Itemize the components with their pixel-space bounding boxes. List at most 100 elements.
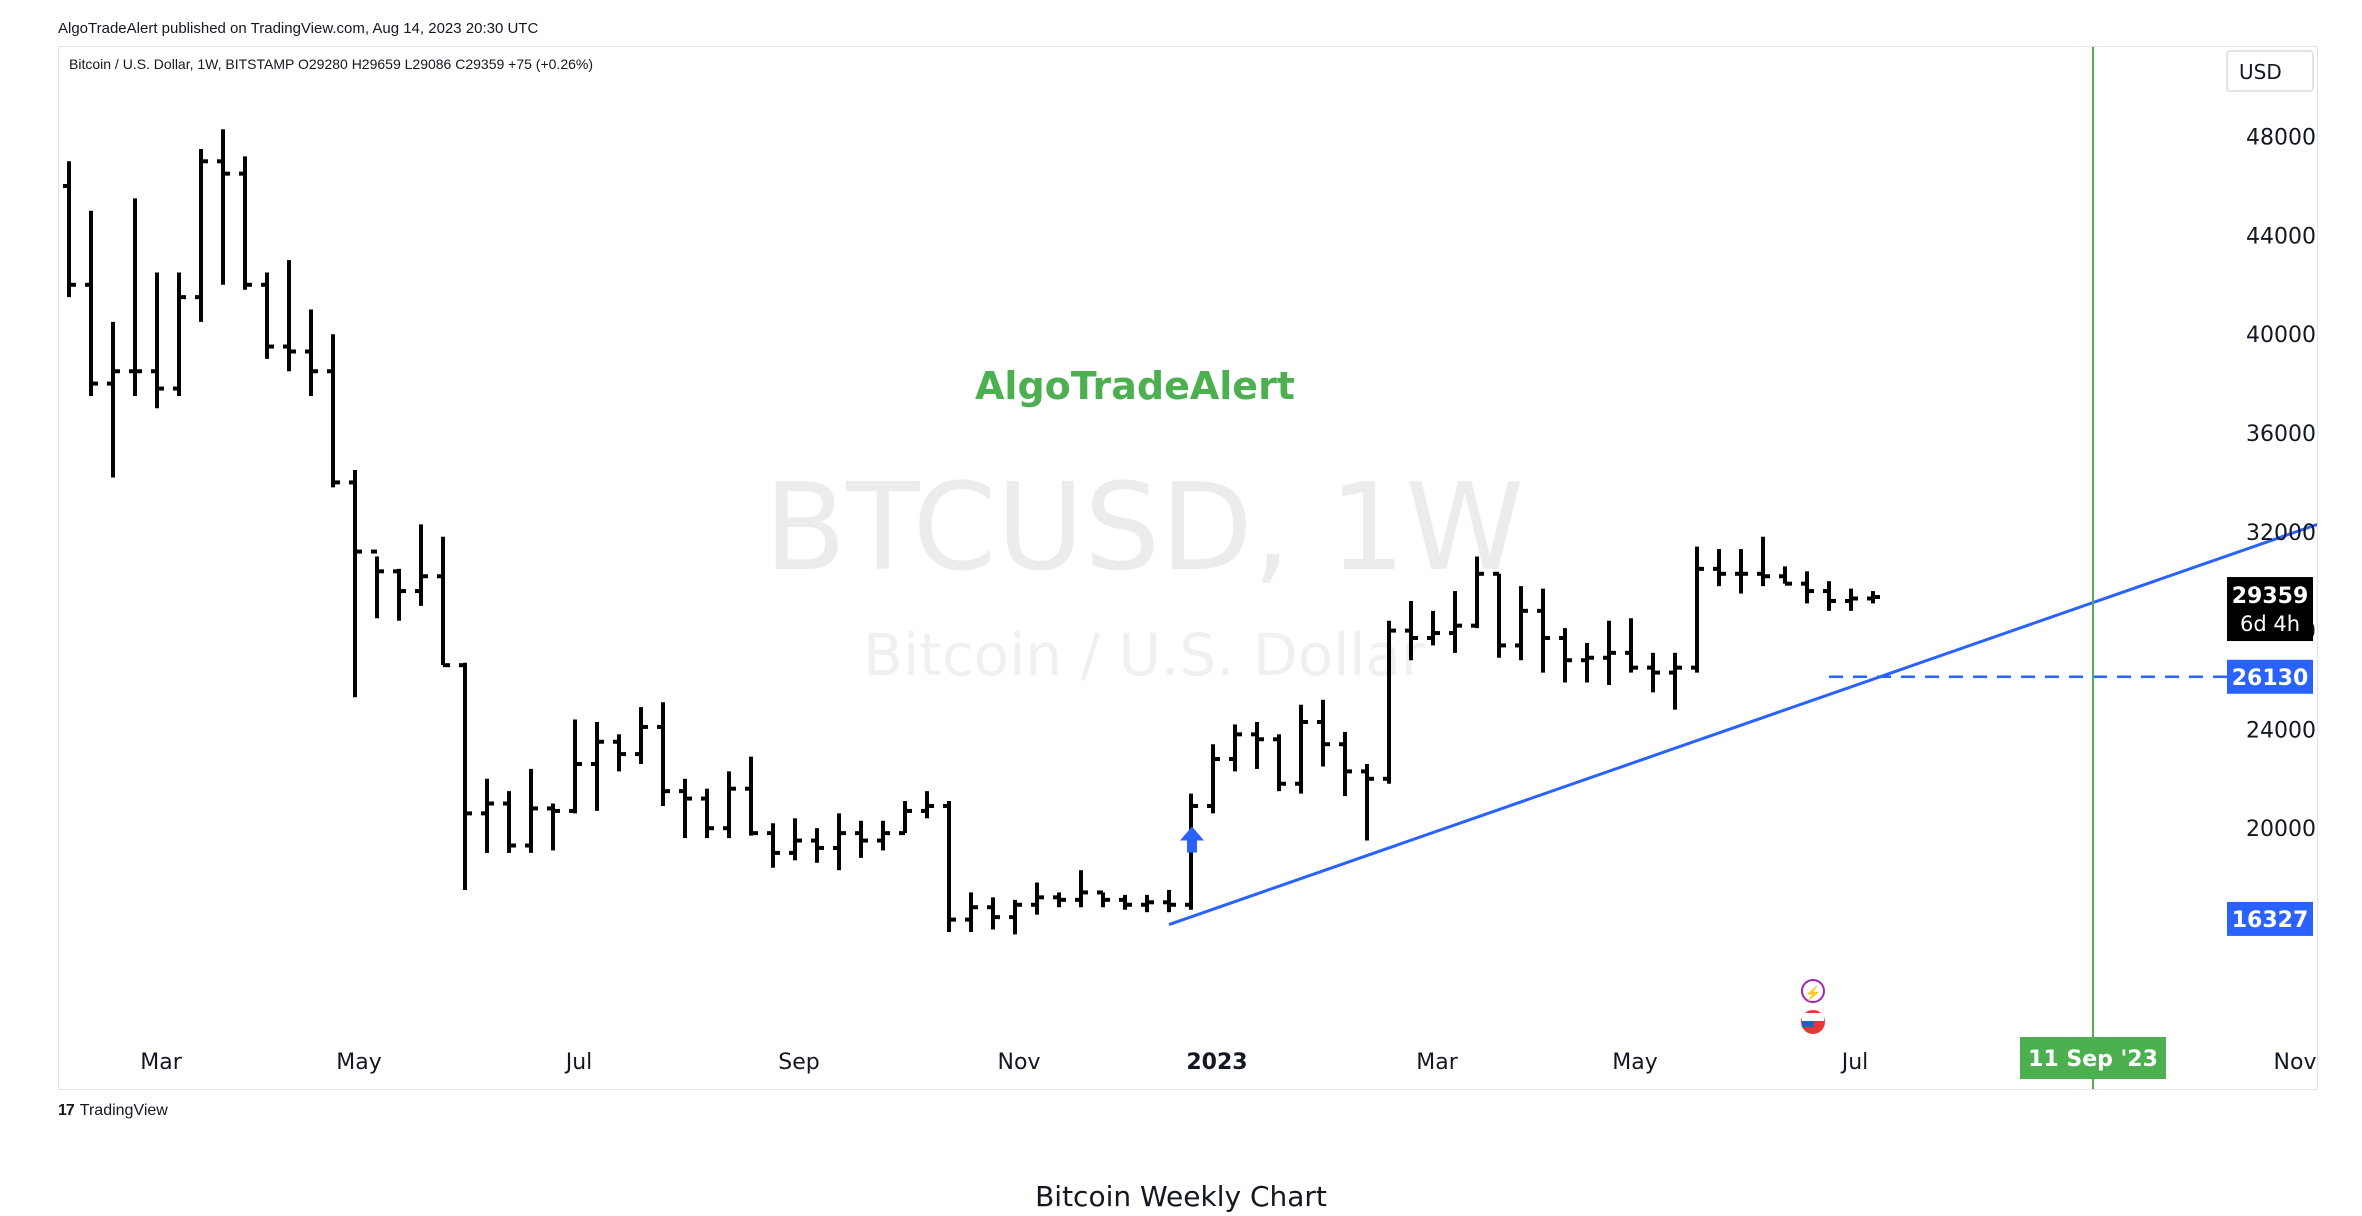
ohlc-bar	[635, 707, 648, 764]
ohlc-bar	[1603, 620, 1616, 685]
ohlc-bar	[1427, 610, 1440, 646]
time-tick-label: 2023	[1186, 1050, 1247, 1075]
ohlc-bar	[1713, 549, 1726, 587]
countdown-text: 6d 4h	[2240, 612, 2300, 636]
ohlc-bar	[833, 813, 846, 871]
ohlc-bar	[613, 734, 626, 772]
chart-area[interactable]: Bitcoin / U.S. Dollar, 1W, BITSTAMP O292…	[58, 46, 2318, 1090]
price-label	[2227, 659, 2313, 694]
ohlc-bar	[1273, 734, 1286, 792]
drawings	[1168, 47, 2317, 1089]
price-tick-label: 48000	[2246, 126, 2316, 151]
ohlc-bar	[1559, 628, 1572, 683]
ohlc-bar	[1339, 731, 1352, 797]
ohlc-bar	[1691, 546, 1704, 673]
ohlc-bar	[1163, 889, 1176, 913]
time-tick-label: Nov	[998, 1050, 1041, 1075]
ohlc-bar	[1361, 763, 1374, 841]
published-info: AlgoTradeAlert published on TradingView.…	[58, 20, 539, 37]
ohlc-bar	[393, 568, 406, 621]
time-tick-label: May	[336, 1050, 381, 1075]
event-icons[interactable]: ⚡	[1801, 979, 1825, 1034]
price-label-text: 26130	[2232, 666, 2309, 691]
ohlc-bar	[1867, 591, 1880, 604]
ohlc-bar	[723, 771, 736, 839]
ohlc-bar	[217, 129, 230, 285]
ohlc-bar	[1537, 588, 1550, 673]
trendline	[1168, 522, 2317, 926]
ohlc-bar	[151, 272, 164, 409]
time-tick-label: May	[1612, 1050, 1657, 1075]
ohlc-bar	[107, 321, 120, 478]
ohlc-bar	[1471, 556, 1484, 629]
ohlc-bar	[1053, 892, 1066, 908]
ohlc-bar	[85, 210, 98, 396]
currency-badge[interactable]: USD	[2226, 50, 2314, 92]
ohlc-bar	[1647, 652, 1660, 693]
ohlc-bar	[1515, 586, 1528, 661]
ohlc-bar	[921, 791, 934, 819]
ohlc-bar	[745, 756, 758, 836]
time-axis: Mar May Jul Sep Nov 2023 Mar May Jul Nov 11 Sep '2…	[140, 1037, 2316, 1079]
ohlc-bar	[1735, 549, 1748, 594]
price-tick-label: 40000	[2246, 323, 2316, 348]
date-marker-text: 11 Sep '23	[2028, 1047, 2158, 1072]
brand-overlay: AlgoTradeAlert	[975, 364, 1295, 408]
ohlc-bar	[1229, 724, 1242, 772]
ohlc-bar	[877, 820, 890, 851]
price-axis: 2000024000280003200036000400004400048000…	[2227, 126, 2316, 936]
ohlc-bar	[987, 897, 1000, 930]
last-price-label	[2227, 577, 2313, 642]
ohlc-bar	[371, 549, 384, 619]
ohlc-bar	[1801, 571, 1814, 604]
svg-text:USD: USD	[2239, 60, 2282, 84]
ohlc-bar	[239, 156, 252, 290]
date-marker-label	[2020, 1037, 2166, 1079]
ohlc-bar	[1207, 744, 1220, 814]
ohlc-bar	[173, 272, 186, 396]
ohlc-bar	[1845, 588, 1858, 611]
price-tick-label: 44000	[2246, 224, 2316, 249]
ohlc-bar	[1009, 899, 1022, 935]
ohlc-bar	[701, 788, 714, 839]
ohlc-bar	[195, 148, 208, 322]
ohlc-bar	[943, 801, 956, 932]
tradingview-label: TradingView	[79, 1102, 168, 1119]
ohlc-bar	[1625, 618, 1638, 673]
ohlc-bar	[437, 536, 450, 668]
price-tick-label: 24000	[2246, 718, 2316, 743]
ohlc-bar	[1317, 699, 1330, 767]
ohlc-bar	[305, 309, 318, 396]
ohlc-bar	[1669, 652, 1682, 710]
ohlc-bar	[855, 820, 868, 858]
price-label	[2227, 901, 2313, 936]
chart-caption: Bitcoin Weekly Chart	[1035, 1180, 1327, 1213]
ohlc-bar	[1493, 571, 1506, 658]
ohlc-bar	[591, 721, 604, 811]
ohlc-bar	[261, 272, 274, 359]
dividend-icon	[1801, 979, 1825, 1003]
ohlc-bar	[569, 719, 582, 814]
ohlc-bar	[129, 198, 142, 396]
ohlc-bar	[899, 801, 912, 836]
time-tick-label: Mar	[1416, 1050, 1458, 1075]
ohlc-bar	[1097, 890, 1110, 908]
price-tick-label: 20000	[2246, 817, 2316, 842]
ohlc-bar	[547, 803, 560, 851]
ohlc-bar	[283, 260, 296, 372]
ohlc-bar	[1383, 620, 1396, 784]
ohlc-bar	[1075, 870, 1088, 908]
watermark-description: Bitcoin / U.S. Dollar	[863, 621, 1425, 689]
time-tick-label: Sep	[778, 1050, 819, 1075]
ohlc-bar	[503, 791, 516, 853]
ohlc-chart[interactable]: Bitcoin / U.S. Dollar, 1W, BITSTAMP O292…	[59, 47, 2317, 1089]
svg-text:⚡: ⚡	[1804, 985, 1821, 1002]
ohlc-bar	[1779, 566, 1792, 586]
ohlc-bar	[1295, 704, 1308, 794]
ohlc-bar	[525, 768, 538, 853]
ohlc-bar	[811, 828, 824, 863]
ohlc-bar	[327, 334, 340, 488]
buy-arrow-icon	[1180, 826, 1204, 853]
ohlc-bar	[1405, 600, 1418, 661]
tradingview-logo-icon: 17	[58, 1102, 75, 1119]
